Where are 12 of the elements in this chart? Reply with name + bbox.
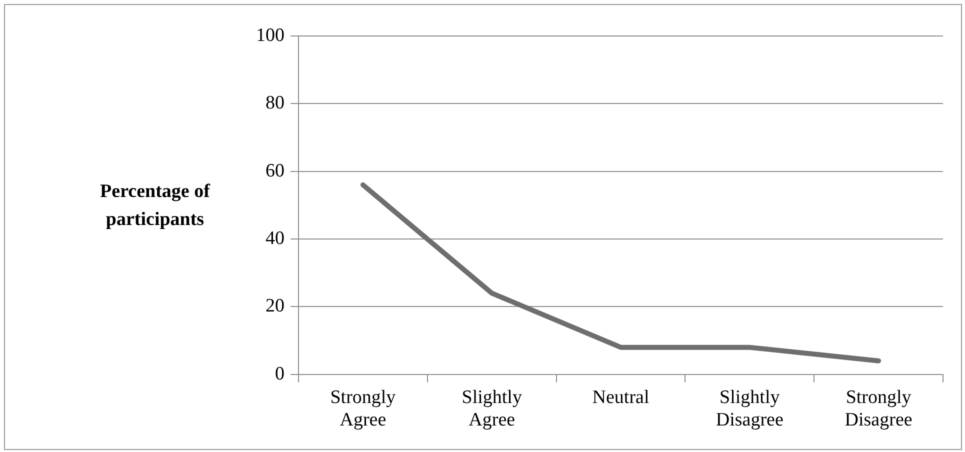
x-tick-label: Slightly Disagree <box>716 386 784 431</box>
x-tick-label: Strongly Disagree <box>844 386 912 431</box>
y-axis-title: Percentage of participants <box>99 180 212 232</box>
x-tick-label: Neutral <box>592 386 650 408</box>
x-tick-label: Slightly Agree <box>462 386 522 431</box>
y-tick-label: 100 <box>256 24 284 46</box>
y-tick-label: 40 <box>266 228 284 250</box>
y-tick-label: 0 <box>275 363 284 384</box>
y-tick-label: 60 <box>266 160 284 182</box>
y-tick-label: 80 <box>266 92 284 114</box>
x-tick-label: Strongly Agree <box>330 386 396 431</box>
y-tick-label: 20 <box>266 296 284 317</box>
